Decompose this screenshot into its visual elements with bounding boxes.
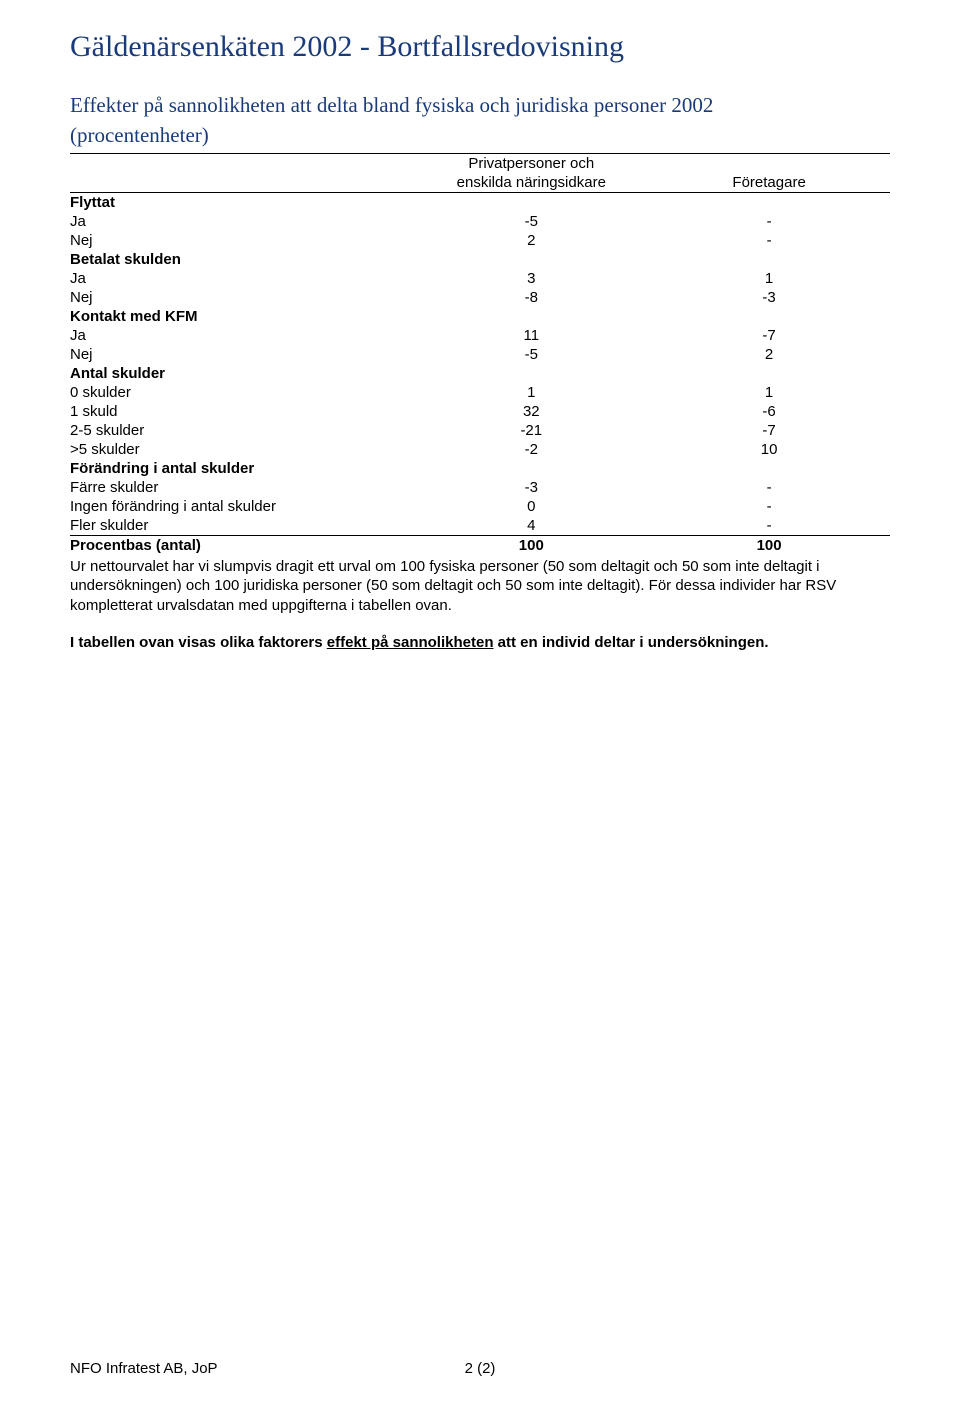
- subtitle-line2: (procentenheter): [70, 122, 890, 148]
- row-value-b: -: [652, 212, 890, 231]
- row-value-b: 1: [652, 269, 890, 288]
- row-label: 1 skuld: [70, 402, 414, 421]
- table-row: Ja-5-: [70, 212, 890, 231]
- row-value-a: -21: [414, 421, 652, 440]
- row-value-b: -6: [652, 402, 890, 421]
- table-row: Nej2-: [70, 231, 890, 250]
- section-header: Antal skulder: [70, 364, 414, 383]
- row-value-b: 10: [652, 440, 890, 459]
- row-value-a: -3: [414, 478, 652, 497]
- row-value-a: 32: [414, 402, 652, 421]
- note2-post: att en individ deltar i undersökningen.: [494, 634, 769, 651]
- page-title: Gäldenärsenkäten 2002 - Bortfallsredovis…: [70, 30, 890, 64]
- footer-left: NFO Infratest AB, JoP: [70, 1360, 218, 1377]
- row-value-a: 0: [414, 497, 652, 516]
- note2-underlined: effekt på sannolikheten: [327, 634, 494, 651]
- table-row: Nej-8-3: [70, 288, 890, 307]
- table-row: Nej-52: [70, 345, 890, 364]
- col-a-header-line2: enskilda näringsidkare: [414, 173, 652, 193]
- total-label: Procentbas (antal): [70, 535, 414, 555]
- row-value-b: -3: [652, 288, 890, 307]
- col-b-header: Företagare: [652, 173, 890, 193]
- row-label: Nej: [70, 288, 414, 307]
- row-label: Färre skulder: [70, 478, 414, 497]
- effects-table: Privatpersoner och enskilda näringsidkar…: [70, 153, 890, 555]
- row-value-a: -2: [414, 440, 652, 459]
- note2-pre: I tabellen ovan visas olika faktorers: [70, 634, 327, 651]
- section-header: Flyttat: [70, 192, 414, 212]
- section-header: Betalat skulden: [70, 250, 414, 269]
- row-label: Nej: [70, 345, 414, 364]
- section-header: Kontakt med KFM: [70, 307, 414, 326]
- table-row: 2-5 skulder-21-7: [70, 421, 890, 440]
- row-label: Fler skulder: [70, 516, 414, 536]
- footnote-2: I tabellen ovan visas olika faktorers ef…: [70, 633, 890, 653]
- row-value-a: -5: [414, 345, 652, 364]
- row-value-a: 1: [414, 383, 652, 402]
- row-value-a: 11: [414, 326, 652, 345]
- table-row: 0 skulder11: [70, 383, 890, 402]
- row-label: Nej: [70, 231, 414, 250]
- row-value-b: -7: [652, 326, 890, 345]
- row-value-b: -: [652, 478, 890, 497]
- row-label: Ja: [70, 269, 414, 288]
- footnote: Ur nettourvalet har vi slumpvis dragit e…: [70, 557, 890, 616]
- row-value-b: -: [652, 516, 890, 536]
- page-footer: NFO Infratest AB, JoP 2 (2): [70, 1360, 890, 1377]
- table-row: Ingen förändring i antal skulder0-: [70, 497, 890, 516]
- row-label: Ingen förändring i antal skulder: [70, 497, 414, 516]
- table-row: Fler skulder4-: [70, 516, 890, 536]
- table-row: Ja11-7: [70, 326, 890, 345]
- row-label: >5 skulder: [70, 440, 414, 459]
- row-label: Ja: [70, 212, 414, 231]
- total-a: 100: [414, 535, 652, 555]
- row-value-a: 4: [414, 516, 652, 536]
- row-value-b: 2: [652, 345, 890, 364]
- table-row: Färre skulder-3-: [70, 478, 890, 497]
- row-value-b: 1: [652, 383, 890, 402]
- section-header: Förändring i antal skulder: [70, 459, 414, 478]
- row-value-a: -8: [414, 288, 652, 307]
- row-label: 2-5 skulder: [70, 421, 414, 440]
- row-value-b: -: [652, 231, 890, 250]
- table-row: 1 skuld32-6: [70, 402, 890, 421]
- subtitle-line1: Effekter på sannolikheten att delta blan…: [70, 92, 890, 118]
- row-value-a: 3: [414, 269, 652, 288]
- footer-page-number: 2 (2): [465, 1360, 496, 1377]
- row-value-a: 2: [414, 231, 652, 250]
- row-label: 0 skulder: [70, 383, 414, 402]
- row-value-a: -5: [414, 212, 652, 231]
- row-label: Ja: [70, 326, 414, 345]
- row-value-b: -7: [652, 421, 890, 440]
- table-row: Ja31: [70, 269, 890, 288]
- table-row: >5 skulder-210: [70, 440, 890, 459]
- col-a-header-line1: Privatpersoner och: [414, 153, 652, 173]
- total-b: 100: [652, 535, 890, 555]
- row-value-b: -: [652, 497, 890, 516]
